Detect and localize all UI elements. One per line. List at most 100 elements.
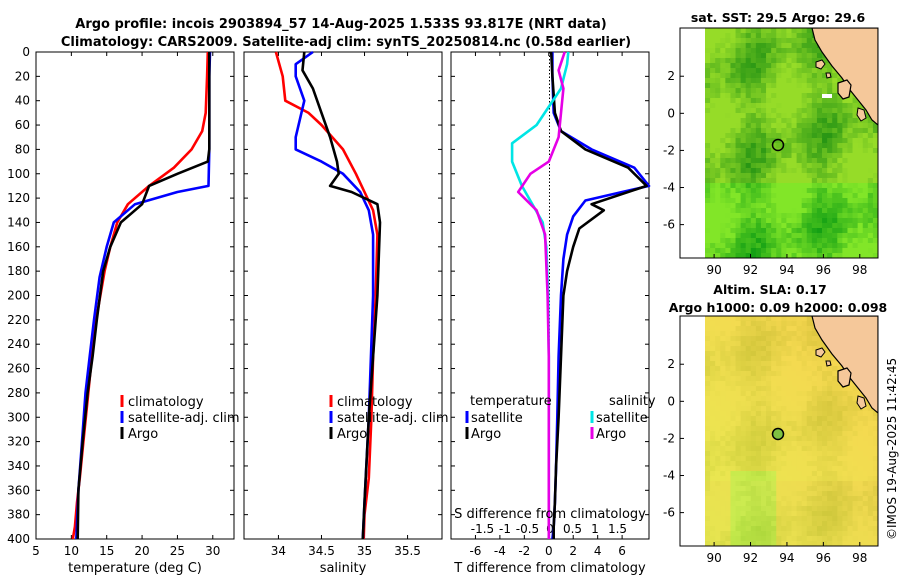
heatmap-cell [740,466,747,472]
heatmap-cell [852,243,859,249]
heatmap-cell [710,486,716,492]
heatmap-cell [811,233,818,239]
heatmap-cell [781,213,787,219]
map-y-tick-label: 0 [667,394,675,408]
y-tick-label: 320 [7,435,30,449]
heatmap-cell [806,108,813,114]
heatmap-cell [796,466,803,472]
heatmap-cell [781,48,787,54]
heatmap-cell [725,53,731,59]
heatmap-cell [806,158,813,164]
heatmap-cell [811,38,818,44]
heatmap-cell [725,153,731,159]
heatmap-cell [822,441,828,447]
heatmap-cell [755,153,762,159]
heatmap-cell [781,521,787,527]
heatmap-cell [811,371,818,377]
heatmap-cell [705,63,711,69]
heatmap-cell [755,218,762,224]
heatmap-cell [755,391,762,397]
heatmap-cell [822,496,828,502]
heatmap-cell [725,466,731,472]
heatmap-cell [832,511,838,517]
heatmap-cell [735,28,742,34]
heatmap-cell [811,476,818,482]
heatmap-cell [760,486,767,492]
heatmap-cell [796,516,803,522]
heatmap-cell [710,33,716,39]
heatmap-cell [745,33,752,39]
legend-label-satellite: satellite-adj. clim [128,411,240,426]
heatmap-cell [857,486,864,492]
heatmap-cell [735,78,742,84]
map-x-tick-label: 94 [779,551,794,565]
heatmap-cell [745,43,752,49]
heatmap-cell [740,526,747,532]
heatmap-cell [837,128,843,134]
heatmap-cell [705,143,711,149]
heatmap-cell [857,238,864,244]
heatmap-cell [730,213,736,219]
heatmap-cell [811,501,818,507]
heatmap-cell [750,446,757,452]
heatmap-cell [760,28,767,34]
heatmap-cell [776,158,782,164]
heatmap-cell [837,193,843,199]
heatmap-cell [791,356,797,362]
y-tick-label: 80 [15,142,30,156]
heatmap-cell [832,406,838,412]
heatmap-cell [811,178,818,184]
heatmap-cell [801,401,808,407]
heatmap-cell [740,98,747,104]
heatmap-cell [760,148,767,154]
heatmap-cell [735,351,742,357]
heatmap-cell [730,203,736,209]
heatmap-cell [776,243,782,249]
heatmap-cell [781,516,787,522]
heatmap-cell [781,476,787,482]
heatmap-cell [816,53,823,59]
heatmap-cell [816,371,823,377]
heatmap-cell [760,451,767,457]
heatmap-cell [857,531,864,537]
heatmap-cell [745,28,752,34]
map-y-tick-label: 2 [667,357,675,371]
heatmap-cell [791,93,797,99]
heatmap-cell [730,381,736,387]
heatmap-cell [781,38,787,44]
heatmap-cell [720,128,726,134]
heatmap-cell [862,466,869,472]
heatmap-cell [771,28,777,34]
heatmap-cell [842,243,848,249]
heatmap-cell [730,511,736,517]
heatmap-cell [720,326,726,332]
heatmap-cell [710,143,716,149]
heatmap-cell [740,541,747,546]
heatmap-cell [822,526,828,532]
heatmap-cell [745,248,752,254]
heatmap-cell [740,93,747,99]
heatmap-cell [806,138,813,144]
heatmap-cell [852,238,859,244]
heatmap-cell [715,396,721,402]
heatmap-cell [822,431,828,437]
heatmap-cell [816,406,823,412]
heatmap-cell [791,416,797,422]
heatmap-cell [862,158,869,164]
heatmap-cell [720,78,726,84]
heatmap-cell [776,228,782,234]
heatmap-cell [806,511,813,517]
heatmap-cell [862,541,869,546]
heatmap-cell [791,163,797,169]
heatmap-cell [867,446,874,452]
heatmap-cell [832,158,838,164]
heatmap-cell [781,73,787,79]
heatmap-cell [715,123,721,129]
heatmap-cell [852,471,859,477]
heatmap-cell [705,351,711,357]
heatmap-cell [852,108,859,114]
sst-map-frame [679,27,879,259]
heatmap-cell [735,491,742,497]
heatmap-cell [771,38,777,44]
heatmap-cell [766,411,772,417]
